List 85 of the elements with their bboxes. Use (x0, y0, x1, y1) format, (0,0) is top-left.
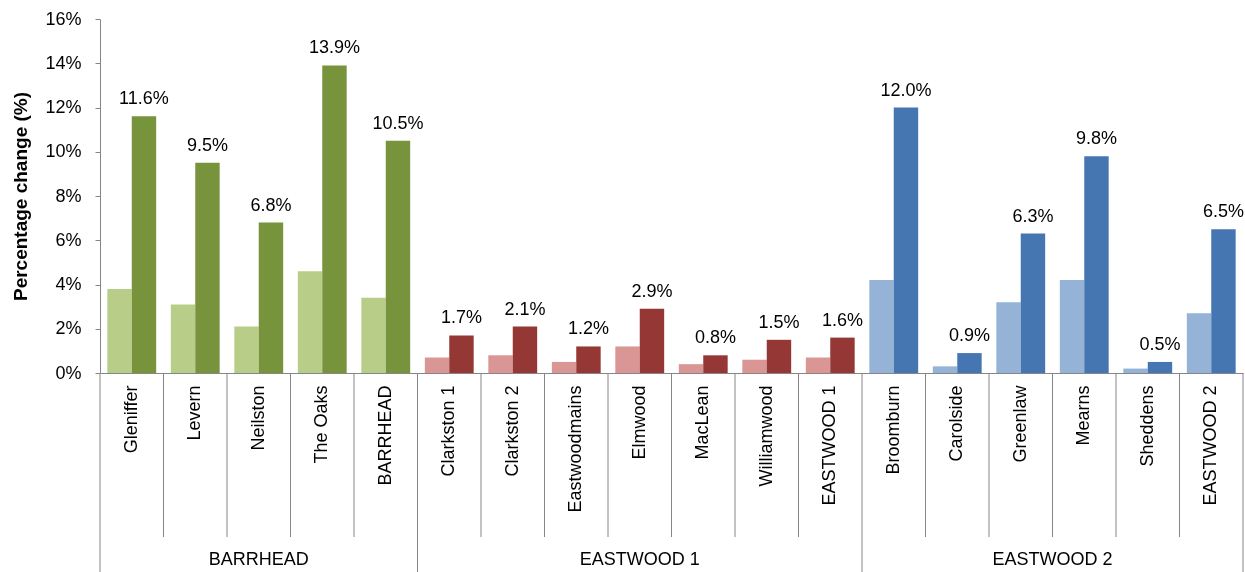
data-label: 10.5% (372, 112, 424, 133)
bar (869, 280, 894, 373)
bar (131, 116, 157, 373)
bar (1211, 229, 1236, 373)
data-label: 2.9% (631, 280, 673, 301)
y-tick-label: 12% (45, 97, 82, 117)
bar (639, 308, 665, 373)
bar (576, 346, 601, 373)
x-tick-label: Elmwood (628, 385, 649, 460)
x-tick-label: Gleniffer (120, 385, 141, 454)
bar (932, 366, 958, 373)
x-tick-label: MacLean (692, 385, 713, 460)
x-tick-label: Eastwoodmains (565, 385, 586, 513)
data-label: 1.2% (567, 318, 609, 339)
data-label: 1.7% (440, 307, 482, 328)
y-tick-label: 10% (45, 141, 82, 162)
bar (1147, 361, 1173, 373)
data-label: 6.5% (1202, 201, 1244, 222)
bar (805, 357, 831, 373)
x-tick-label: BARRHEAD (374, 385, 395, 486)
data-label: 6.8% (250, 194, 292, 215)
text: BARRHEAD (208, 549, 309, 569)
bar (107, 288, 132, 373)
bar (996, 302, 1021, 373)
x-tick-label: Greenlaw (1009, 384, 1030, 463)
text: EASTWOOD 2 (992, 549, 1113, 569)
x-tick-label: Clarkston 1 (438, 385, 459, 477)
data-label: 0.9% (948, 325, 990, 346)
bar (170, 304, 196, 373)
data-label: 12.0% (880, 79, 932, 100)
y-tick-label: 6% (55, 229, 82, 250)
y-axis-title: Percentage change (%) (10, 91, 32, 302)
data-label: 11.6% (119, 88, 169, 109)
bar (615, 346, 640, 373)
bar (195, 162, 220, 373)
data-label: 0.8% (694, 327, 736, 348)
y-tick-label: 14% (45, 52, 82, 73)
data-label: 9.8% (1075, 128, 1117, 149)
bar (678, 364, 704, 373)
bar (449, 335, 474, 373)
bar (361, 297, 386, 373)
y-tick-label: 16% (45, 8, 82, 29)
bar (551, 361, 577, 373)
x-tick-label: Williamwood (755, 385, 776, 487)
x-tick-label: Broomburn (882, 385, 903, 475)
x-tick-label: Carolside (946, 385, 967, 462)
bar (1084, 156, 1109, 373)
bar (1059, 280, 1085, 373)
bar (1123, 368, 1148, 373)
bar (512, 326, 538, 373)
y-tick-label: 0% (55, 362, 82, 383)
bar (258, 222, 284, 373)
x-tick-label: EASTWOOD 1 (819, 385, 840, 506)
x-tick-label: Clarkston 2 (501, 385, 522, 477)
y-tick-label: 8% (55, 185, 82, 206)
x-tick-label: EASTWOOD 2 (1200, 385, 1221, 506)
x-tick-label: Neilston (247, 385, 268, 451)
data-label: 1.6% (821, 309, 863, 330)
text: EASTWOOD 1 (579, 549, 700, 569)
bar (703, 355, 728, 373)
bar (893, 107, 919, 373)
bar (1186, 313, 1212, 373)
x-tick-label: The Oaks (311, 385, 332, 464)
bar (1020, 233, 1046, 373)
data-label: 2.1% (504, 298, 546, 319)
bar (766, 339, 792, 373)
data-label: 1.5% (758, 311, 800, 332)
x-tick-label: Mearns (1073, 385, 1094, 446)
bar (424, 357, 450, 373)
x-tick-label: Levern (184, 385, 205, 441)
bar (234, 326, 259, 373)
data-label: 6.3% (1012, 205, 1054, 226)
y-tick-label: 4% (55, 274, 82, 294)
bar (830, 337, 855, 373)
data-label: 13.9% (308, 37, 360, 58)
y-tick-label: 2% (55, 318, 82, 339)
bar (742, 359, 767, 373)
bar (957, 353, 982, 373)
bar (488, 355, 513, 373)
bar (297, 271, 323, 373)
bar (385, 140, 411, 373)
data-label: 0.5% (1139, 333, 1181, 354)
x-tick-label: Sheddens (1136, 385, 1157, 467)
data-label: 9.5% (186, 134, 228, 155)
bar (322, 65, 347, 373)
